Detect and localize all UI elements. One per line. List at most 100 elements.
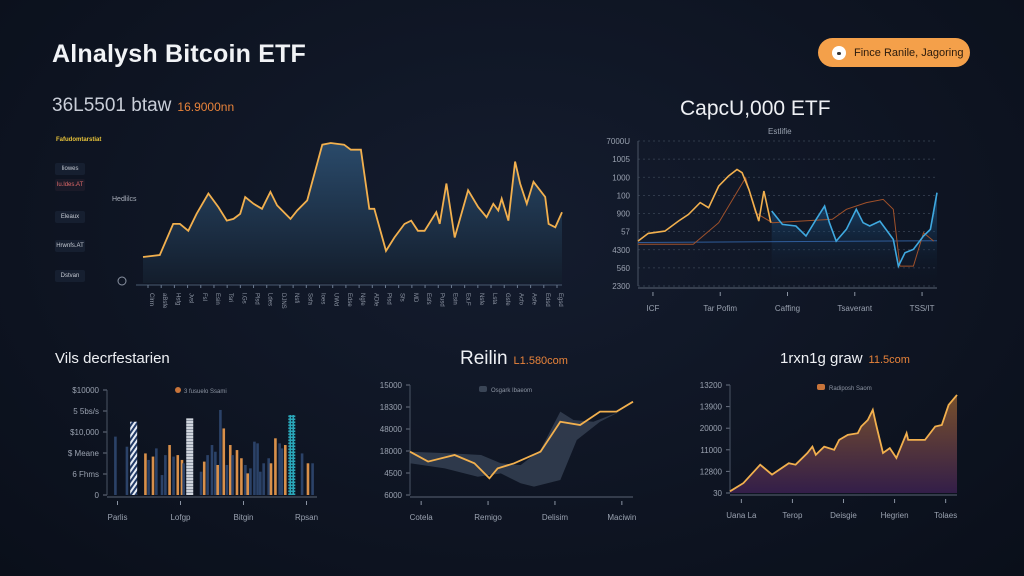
capcu-chart-line-blue — [771, 192, 938, 269]
bar — [246, 473, 249, 495]
main-chart-x-tick-label: l.Gs — [240, 293, 246, 304]
bar — [206, 455, 209, 495]
clock-icon — [117, 276, 127, 286]
main-chart-x-tick-label: Ea.F — [465, 293, 471, 306]
main-chart-value: 16.9000nn — [177, 100, 235, 114]
capcu-chart-y-tick-label: 900 — [617, 210, 631, 219]
main-chart-x-tick-label: Nsfe — [478, 293, 484, 306]
main-chart-x-tick-label: Ioes — [320, 293, 326, 304]
sidebar-item-4[interactable]: Hrwnfs.AT — [55, 240, 85, 252]
capcu-chart-x-tick-label: Caffing — [775, 304, 800, 313]
reilin-chart-value: L1.580com — [513, 355, 568, 367]
reilin-chart-x-tick-label: Cotela — [410, 513, 434, 522]
reilin-chart-y-tick-label: 18000 — [380, 447, 403, 456]
main-chart-x-tick-label: aBsfe — [161, 293, 167, 309]
sidebar-item-1[interactable]: Iiowes — [55, 163, 85, 175]
main-chart-x-tick-label: Clrrn — [148, 293, 154, 306]
bar-chart-y-tick-label: $10000 — [72, 386, 99, 395]
user-badge-button[interactable]: Fince Ranile, Jagoring — [818, 38, 970, 67]
bar-chart-y-tick-label: 5 5bs/s — [73, 407, 99, 416]
capcu-chart-y-tick-label: 1005 — [612, 155, 630, 164]
bar-chart-legend: 3 fusuelo Ssami — [184, 389, 227, 395]
bar — [222, 428, 226, 495]
graw-chart-line — [729, 394, 958, 493]
main-chart-x-tick-label: Ngfe — [359, 293, 365, 306]
main-chart-x-tick-label: Pusd — [438, 293, 444, 307]
graw-chart-x-tick-label: Hegrien — [881, 511, 909, 520]
graw-chart-x-tick-label: Tolaes — [934, 511, 957, 520]
main-chart-x-tick-label: Pisd — [385, 293, 391, 305]
capcu-chart-y-tick-label: 4300 — [612, 246, 630, 255]
graw-chart-header: 1rxn1g graw 11.5com — [780, 350, 910, 367]
main-chart-x-tick-label: MD — [412, 293, 418, 303]
bar — [199, 471, 203, 495]
capcu-chart-line-gold — [637, 168, 772, 242]
bar — [225, 464, 229, 495]
bar-chart-x-tick-label: Bitgin — [233, 513, 253, 522]
capcu-chart-x-tick-label: ICF — [647, 304, 660, 313]
bar — [253, 441, 256, 495]
capcu-chart-x-tick-label: TSS/IT — [910, 304, 935, 313]
main-chart-header: 36L5501 btaw 16.9000nn — [52, 95, 234, 117]
reilin-chart-y-tick-label: 18300 — [380, 403, 403, 412]
bar — [240, 458, 243, 495]
main-chart-x-tick-label: Tsri — [227, 293, 233, 302]
main-chart-x-tick-label: Gsfe — [504, 293, 510, 306]
capcu-chart-y-tick-label: 7000U — [606, 137, 630, 146]
bar-chart-legend-swatch — [175, 387, 181, 393]
main-chart-x-tick-label: Hsfg — [174, 293, 180, 305]
main-chart-x-tick-label: Ssfa — [306, 293, 312, 306]
main-chart-x-tick-label: Esin — [214, 293, 220, 305]
capcu-chart-x-tick-label: Tar Pofim — [703, 304, 737, 313]
bar — [235, 450, 239, 495]
bar-chart-y-tick-label: $10,000 — [70, 428, 99, 437]
bar-chart-x-tick-label: Rpsan — [295, 513, 318, 522]
capcu-chart-title: CapcU,000 ETF — [680, 97, 831, 120]
bar — [147, 459, 150, 495]
bar — [216, 464, 219, 495]
capcu-chart-line-baseline — [637, 240, 938, 243]
main-chart-x-tick-label: Sfs — [399, 293, 405, 302]
sidebar-item-5[interactable]: Dstvan — [55, 270, 85, 282]
bar — [210, 445, 214, 495]
graw-chart-y-tick-label: 30 — [713, 489, 722, 498]
bar — [256, 443, 259, 495]
main-chart-x-tick-label: DJNS — [280, 293, 286, 309]
main-chart-x-tick-label: Lsta — [491, 293, 497, 305]
graw-chart-x-tick-label: Uana La — [726, 511, 757, 520]
face-icon — [832, 45, 846, 60]
bar-chart-x-tick-label: Parlis — [107, 513, 127, 522]
bar — [144, 453, 147, 495]
bar — [202, 461, 206, 495]
capcu-chart-y-tick-label: 1000 — [612, 173, 630, 182]
sidebar-item-3[interactable]: Eleaux — [55, 211, 85, 223]
bar — [168, 445, 171, 495]
capcu-chart-y-tick-label: 560 — [617, 264, 631, 273]
capcu-chart-line-trend — [638, 176, 935, 267]
bar — [278, 443, 281, 495]
graw-chart-legend-swatch — [817, 384, 825, 390]
graw-chart-area — [730, 394, 957, 493]
sidebar-heading: Fafudomtarstiat — [56, 137, 102, 143]
bar — [114, 436, 117, 495]
sidebar-item-2[interactable]: Iu.ldes.AT — [55, 179, 85, 191]
bar — [172, 456, 175, 495]
capcu-chart-y-tick-label: 57 — [621, 228, 630, 237]
main-chart-x-tick-label: Ldes — [267, 293, 273, 306]
main-chart-x-tick-label: Edsd — [544, 293, 550, 307]
main-chart-x-tick-label: UWd — [333, 293, 339, 306]
bar — [228, 445, 232, 495]
bar — [231, 455, 234, 495]
graw-chart-x-tick-label: Deisgie — [830, 511, 857, 520]
graw-chart-y-tick-label: 20000 — [700, 424, 723, 433]
bar — [300, 453, 304, 495]
bar — [244, 464, 247, 495]
main-chart-x-tick-label: Esfs — [425, 293, 431, 305]
bar-chart-y-tick-label: 6 Fhms — [72, 470, 99, 479]
bar — [274, 438, 277, 495]
bar — [151, 456, 155, 495]
bar — [182, 463, 185, 495]
graw-chart-y-tick-label: 13200 — [700, 381, 723, 390]
bar — [269, 463, 273, 495]
